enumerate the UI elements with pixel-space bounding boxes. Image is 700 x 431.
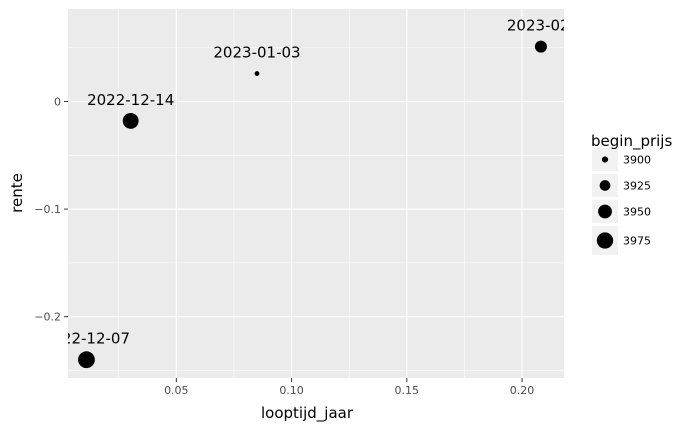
y-axis-title: rente (8, 173, 26, 213)
legend-title: begin_prijs (591, 132, 672, 151)
plot-panel (68, 9, 564, 378)
x-tick-label: 0.15 (395, 384, 420, 397)
data-point (254, 71, 260, 76)
y-axis: 0 −0.1 −0.2 (34, 96, 68, 324)
legend-label: 3950 (623, 206, 651, 219)
y-tick-label: −0.1 (34, 203, 61, 216)
legend: 3900 3925 3950 3975 (592, 148, 651, 255)
x-tick-label: 0.20 (510, 384, 535, 397)
y-tick-label: −0.2 (34, 311, 61, 324)
legend-key-point (599, 180, 611, 191)
x-axis: 0.05 0.10 0.15 0.20 (164, 378, 534, 397)
legend-key-point (596, 232, 614, 249)
grid-minor (68, 9, 564, 378)
point-label: 2022-12-07 (43, 330, 130, 348)
legend-key-point (598, 204, 612, 219)
point-label: 2023-02- (507, 17, 575, 35)
legend-label: 3975 (623, 235, 651, 248)
data-point (534, 40, 547, 53)
grid-major (68, 9, 564, 378)
legend-label: 3900 (623, 154, 651, 167)
point-labels: 2022-12-07 2022-12-14 2023-01-03 2023-02- (43, 17, 575, 348)
x-axis-title: looptijd_jaar (261, 404, 354, 423)
data-point (122, 112, 139, 129)
legend-key-point (601, 156, 609, 163)
point-label: 2023-01-03 (213, 44, 300, 62)
y-tick-label: 0 (54, 96, 61, 109)
legend-label: 3925 (623, 180, 651, 193)
data-point (78, 351, 95, 369)
x-tick-label: 0.10 (279, 384, 304, 397)
point-label: 2022-12-14 (87, 91, 174, 109)
x-tick-label: 0.05 (164, 384, 189, 397)
data-points (78, 40, 547, 369)
